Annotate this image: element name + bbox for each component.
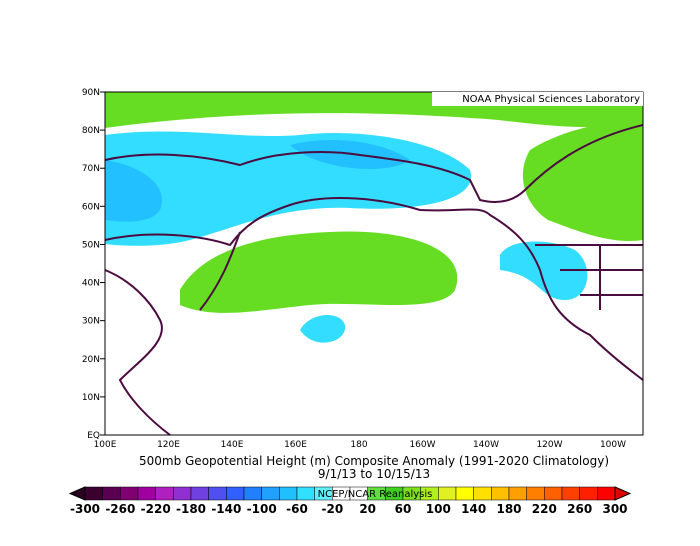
lon-label: 100E — [94, 440, 117, 450]
source: NCEP/NCAR Reanalysis — [318, 489, 433, 500]
colorbar-box — [455, 486, 474, 501]
colorbar-box — [120, 486, 139, 501]
colorbar: -300 -260 -220 -180 -140 -100 -60 -20 20 60 100 140… — [68, 486, 632, 516]
colorbar-label: -300 — [70, 502, 100, 516]
colorbar-box — [296, 486, 315, 501]
colorbar-label: -20 — [321, 502, 343, 516]
colorbar-box — [526, 486, 545, 501]
lon-label: 120E — [157, 440, 180, 450]
colorbar-arrow — [68, 486, 86, 501]
colorbar-label: -100 — [247, 502, 277, 516]
lon-axis: 100E 120E 140E 160E 180 160W 140W 120W 100W — [94, 440, 627, 450]
colorbar-label: 180 — [496, 502, 521, 516]
coastlines — [104, 124, 644, 436]
colorbar-arrow — [614, 486, 632, 501]
lon-label: 160W — [409, 440, 435, 450]
coastline — [104, 197, 644, 381]
colorbar-box — [190, 486, 209, 501]
coastline — [104, 269, 171, 436]
lon-label: 180 — [350, 440, 367, 450]
colorbar-box — [544, 486, 563, 501]
borders — [535, 244, 643, 310]
colorbar-box — [173, 486, 192, 501]
lat-label: 40N — [82, 279, 100, 289]
lon-label: 140W — [473, 440, 499, 450]
colorbar-box — [137, 486, 156, 501]
colorbar-box — [279, 486, 298, 501]
credit-box — [432, 92, 643, 106]
lat-axis: 90N 80N 70N 60N 50N 40N 30N 20N 10N EQ — [82, 88, 105, 441]
colorbar-box — [561, 486, 580, 501]
colorbar-box — [491, 486, 510, 501]
map-frame — [104, 91, 644, 436]
lat-label: EQ — [87, 431, 100, 441]
lon-label: 120W — [536, 440, 562, 450]
colorbar-box — [208, 486, 227, 501]
colorbar-box — [84, 486, 103, 501]
colorbar-box — [102, 486, 121, 501]
colorbar-label: 300 — [602, 502, 627, 516]
lat-label: 60N — [82, 202, 100, 212]
colorbar-box — [508, 486, 527, 501]
map-shading — [105, 92, 643, 435]
coastline — [199, 231, 241, 311]
colorbar-box — [243, 486, 262, 501]
colorbar-box — [473, 486, 492, 501]
lat-label: 20N — [82, 355, 100, 365]
lat-label: 70N — [82, 164, 100, 174]
colorbar-label: 220 — [532, 502, 557, 516]
shade-blue — [105, 160, 162, 222]
lat-label: 10N — [82, 393, 100, 403]
shade-cyan — [300, 314, 346, 343]
lat-label: 50N — [82, 240, 100, 250]
shade-green — [522, 121, 643, 241]
colorbar-label: 140 — [461, 502, 486, 516]
colorbar-label: -140 — [211, 502, 241, 516]
colorbar-label: -220 — [141, 502, 171, 516]
shade-cyan — [500, 241, 588, 300]
colorbar-box — [261, 486, 280, 501]
lon-label: 160E — [284, 440, 307, 450]
colorbar-label: 100 — [426, 502, 451, 516]
colorbar-label: -260 — [105, 502, 135, 516]
coastline — [104, 124, 644, 203]
lon-label: 140E — [221, 440, 244, 450]
title: 500mb Geopotential Height (m) Composite … — [139, 454, 609, 468]
credit: NOAA Physical Sciences Laboratory — [462, 94, 640, 105]
colorbar-label: -60 — [286, 502, 308, 516]
colorbar-label: 20 — [359, 502, 376, 516]
lon-label: 100W — [600, 440, 626, 450]
colorbar-box — [226, 486, 245, 501]
colorbar-label: 60 — [395, 502, 412, 516]
colorbar-box — [438, 486, 457, 501]
colorbar-box — [597, 486, 616, 501]
lat-label: 90N — [82, 88, 100, 98]
lat-label: 30N — [82, 317, 100, 327]
dates: 9/1/13 to 10/15/13 — [318, 467, 430, 481]
colorbar-label: -180 — [176, 502, 206, 516]
colorbar-label: 260 — [567, 502, 592, 516]
shade-green — [180, 231, 458, 313]
colorbar-box — [579, 486, 598, 501]
colorbar-box — [155, 486, 174, 501]
lat-label: 80N — [82, 126, 100, 136]
